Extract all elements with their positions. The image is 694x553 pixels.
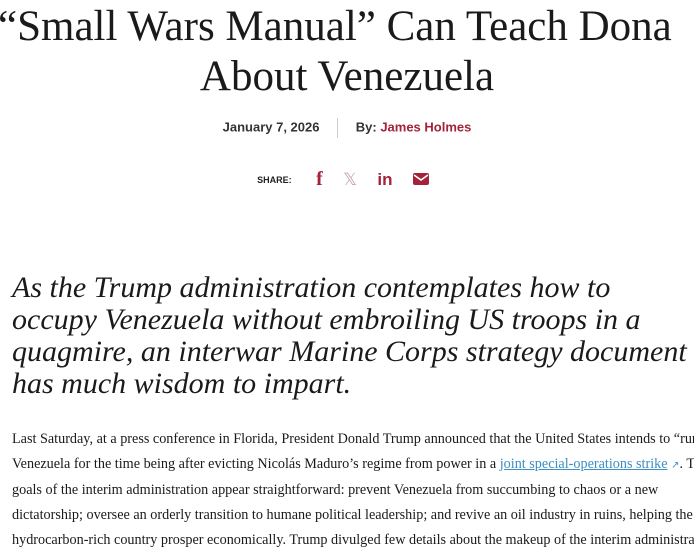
body-line: Venezuela for the time being after evict…	[12, 456, 500, 472]
email-icon[interactable]	[413, 170, 429, 190]
x-icon[interactable]: 𝕏	[343, 170, 357, 190]
divider	[337, 118, 338, 138]
body-text: . The	[680, 456, 694, 472]
title-line-1: “Small Wars Manual” Can Teach Dona	[0, 2, 694, 52]
by-label: By:	[356, 119, 377, 134]
share-label: SHARE:	[257, 175, 292, 185]
body-line: goals of the interim administration appe…	[12, 482, 658, 498]
article-lede: As the Trump administration contemplates…	[12, 272, 692, 400]
body-line: Last Saturday, at a press conference in …	[12, 431, 694, 447]
article-meta: January 7, 2026 By: James Holmes	[0, 118, 694, 138]
body-line: hydrocarbon-rich country prosper economi…	[12, 532, 694, 548]
article-body: Last Saturday, at a press conference in …	[12, 427, 692, 553]
linkedin-icon[interactable]: in	[377, 170, 392, 190]
publish-date: January 7, 2026	[223, 119, 320, 134]
body-line: dictatorship; oversee an orderly transit…	[12, 507, 693, 523]
joint-strike-link[interactable]: joint special-operations strike	[500, 456, 668, 472]
external-link-icon: ↗	[671, 460, 679, 471]
article-title: “Small Wars Manual” Can Teach Dona About…	[0, 2, 694, 102]
share-bar: SHARE: f 𝕏 in	[0, 168, 694, 191]
title-line-2: About Venezuela	[200, 53, 494, 100]
author-link[interactable]: James Holmes	[380, 119, 471, 134]
facebook-icon[interactable]: f	[316, 168, 323, 191]
